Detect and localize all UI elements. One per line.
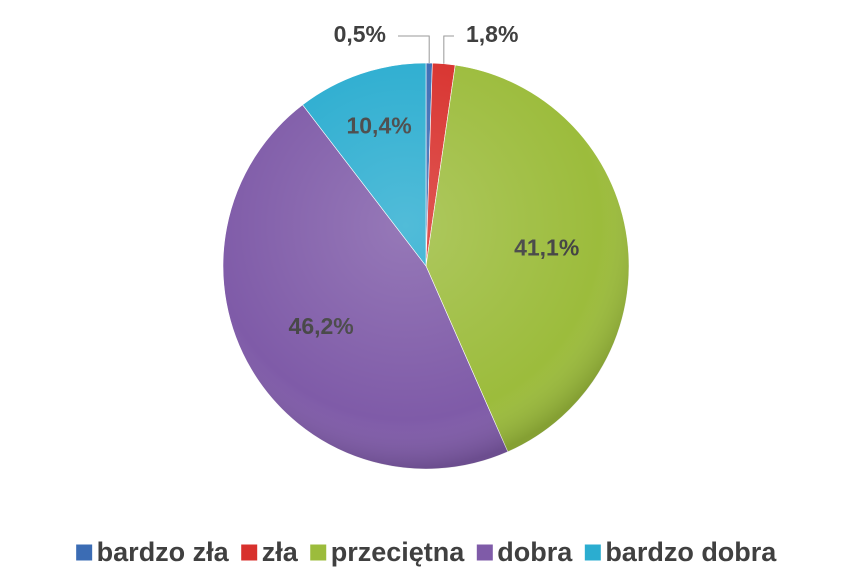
legend-swatch bbox=[475, 543, 494, 562]
data-label: 0,5% bbox=[334, 21, 386, 47]
data-label: 46,2% bbox=[289, 313, 354, 339]
legend-swatch bbox=[309, 543, 328, 562]
legend-label: bardzo zła bbox=[97, 537, 230, 567]
data-label: 10,4% bbox=[346, 113, 411, 139]
legend-label: przeciętna bbox=[331, 537, 466, 567]
legend-swatch bbox=[75, 543, 94, 562]
legend-swatch bbox=[240, 543, 259, 562]
data-label: 1,8% bbox=[466, 21, 518, 47]
legend-swatch bbox=[583, 543, 602, 562]
leader-line bbox=[398, 35, 430, 64]
legend: bardzo zła zła przeciętna dobra bardzo dobra bbox=[75, 537, 777, 567]
leader-line bbox=[443, 35, 454, 64]
legend-label: bardzo dobra bbox=[605, 537, 777, 567]
legend-label: zła bbox=[262, 537, 299, 567]
data-label: 41,1% bbox=[514, 235, 579, 261]
legend-label: dobra bbox=[497, 537, 573, 567]
